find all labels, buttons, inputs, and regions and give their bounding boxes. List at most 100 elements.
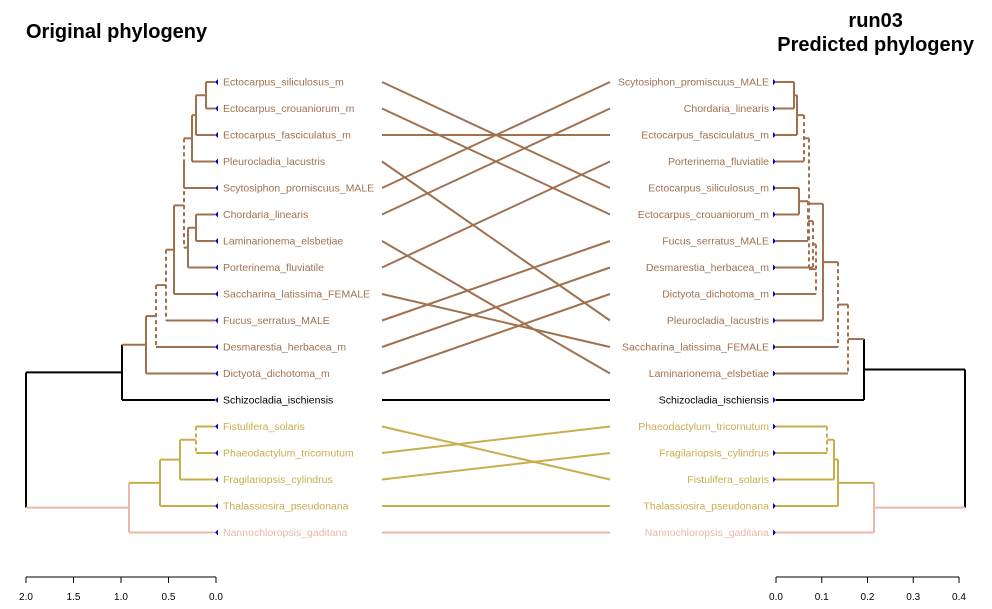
tip-marker: [215, 158, 218, 165]
tip-connector: [381, 107, 611, 216]
left-tree: [25, 79, 218, 536]
tip-marker: [215, 397, 218, 403]
left-axis-tick-label: 2.0: [19, 592, 33, 603]
right-tip-label: Ectocarpus_crouaniorum_m: [638, 209, 770, 221]
tip-connector: [381, 160, 611, 269]
tip-marker: [773, 238, 776, 244]
left-tip-labels: Ectocarpus_siliculosus_m Ectocarpus_croua…: [223, 77, 374, 540]
tip-connector: [381, 293, 611, 348]
tip-connector: [381, 293, 611, 375]
left-tip-label: Desmarestia_herbacea_m: [223, 342, 346, 354]
left-tip-label: Ectocarpus_crouaniorum_m: [223, 103, 355, 115]
right-tip-label: Pleurocladia_lacustris: [667, 315, 769, 327]
tip-marker: [215, 79, 218, 85]
right-tip-label: Porterinema_fluviatile: [668, 156, 769, 168]
tip-marker: [215, 476, 218, 483]
tip-marker: [773, 370, 776, 377]
right-tip-label: Dictyota_dichotoma_m: [662, 289, 769, 301]
tip-marker: [215, 105, 218, 112]
right-tree: [773, 79, 966, 536]
left-tip-label: Chordaria_linearis: [223, 209, 308, 221]
left-tip-label: Thalassiosira_pseudonana: [223, 501, 349, 513]
left-axis-tick-label: 1.5: [67, 592, 81, 603]
tip-marker: [215, 503, 218, 509]
left-axis-tick-label: 0.0: [209, 592, 223, 603]
left-tip-label: Dictyota_dichotoma_m: [223, 368, 330, 380]
left-tip-label: Schizocladia_ischiensis: [223, 395, 333, 407]
left-tip-label: Ectocarpus_siliculosus_m: [223, 77, 344, 89]
tip-marker: [773, 105, 776, 112]
right-tree-title: run03 Predicted phylogeny: [777, 9, 974, 57]
right-axis-tick-label: 0.4: [952, 592, 966, 603]
left-tip-label: Laminarionema_elsbetiae: [223, 236, 343, 248]
left-tree-title: Original phylogeny: [26, 21, 208, 43]
tip-marker: [773, 291, 776, 297]
left-tip-label: Pleurocladia_lacustris: [223, 156, 325, 168]
tip-marker: [773, 476, 776, 483]
right-tip-label: Fragilariopsis_cylindrus: [659, 448, 769, 460]
left-tip-label: Ectocarpus_fasciculatus_m: [223, 130, 351, 142]
right-tree-run-label: run03: [848, 10, 903, 32]
tip-marker: [773, 185, 776, 191]
right-tip-label: Scytosiphon_promiscuus_MALE: [618, 77, 769, 89]
right-tip-label: Chordaria_linearis: [684, 103, 769, 115]
tip-marker: [773, 397, 776, 403]
right-axis-tick-label: 0.1: [815, 592, 829, 603]
left-tip-label: Porterinema_fluviatile: [223, 262, 324, 274]
right-tip-label: Schizocladia_ischiensis: [659, 395, 769, 407]
right-tip-label: Laminarionema_elsbetiae: [649, 368, 769, 380]
tip-marker: [773, 79, 776, 85]
tip-marker: [773, 423, 776, 430]
tip-marker: [773, 264, 776, 271]
tip-marker: [215, 211, 218, 218]
right-tip-label: Desmarestia_herbacea_m: [646, 262, 769, 274]
tip-marker: [215, 423, 218, 430]
tip-connector: [381, 81, 611, 189]
left-tip-label: Phaeodactylum_tricornutum: [223, 448, 354, 460]
right-tip-labels: Scytosiphon_promiscuus_MALE Chordaria_lin…: [618, 77, 769, 540]
tip-marker: [773, 344, 776, 350]
right-tip-label: Ectocarpus_fasciculatus_m: [641, 130, 769, 142]
right-axis-tick-label: 0.3: [906, 592, 920, 603]
tip-marker: [773, 132, 776, 138]
tip-marker: [215, 291, 218, 297]
tip-marker: [215, 185, 218, 191]
tip-connector: [381, 452, 611, 481]
tip-marker: [215, 450, 218, 456]
tip-marker: [215, 317, 218, 324]
left-tip-label: Fragilariopsis_cylindrus: [223, 474, 333, 486]
left-axis-tick-label: 1.0: [114, 592, 128, 603]
right-tip-label: Fistulifera_solaris: [687, 474, 769, 486]
right-tip-label: Ectocarpus_siliculosus_m: [648, 183, 769, 195]
left-tip-label: Fistulifera_solaris: [223, 421, 305, 433]
left-axis: 2.0 1.5 1.0 0.5 0.0: [19, 576, 223, 603]
tip-marker: [215, 344, 218, 350]
right-tip-label: Saccharina_latissima_FEMALE: [622, 342, 769, 354]
tip-marker: [773, 158, 776, 165]
tip-marker: [773, 529, 776, 536]
tip-marker: [215, 238, 218, 244]
right-axis-tick-label: 0.2: [861, 592, 875, 603]
tip-connector: [381, 160, 611, 322]
left-tip-label: Fucus_serratus_MALE: [223, 315, 330, 327]
tip-marker: [215, 132, 218, 138]
right-axis-tick-label: 0.0: [769, 592, 783, 603]
tip-marker: [773, 503, 776, 509]
tip-connector: [381, 266, 611, 348]
tip-marker: [215, 529, 218, 536]
tip-marker: [215, 370, 218, 377]
left-tip-label: Nannochloropsis_gaditana: [223, 527, 347, 539]
left-tip-label: Saccharina_latissima_FEMALE: [223, 289, 370, 301]
right-tip-label: Phaeodactylum_tricornutum: [638, 421, 769, 433]
right-tip-label: Fucus_serratus_MALE: [662, 236, 769, 248]
tip-marker: [215, 264, 218, 271]
right-tree-subtitle: Predicted phylogeny: [777, 34, 974, 56]
right-tip-label: Nannochloropsis_gaditana: [645, 527, 769, 539]
tip-connector: [381, 425, 611, 454]
tip-connector: [381, 425, 611, 481]
tip-marker: [773, 317, 776, 324]
right-axis: 0.0 0.1 0.2 0.3 0.4: [769, 576, 966, 603]
left-axis-tick-label: 0.5: [162, 592, 176, 603]
tip-marker: [773, 450, 776, 456]
